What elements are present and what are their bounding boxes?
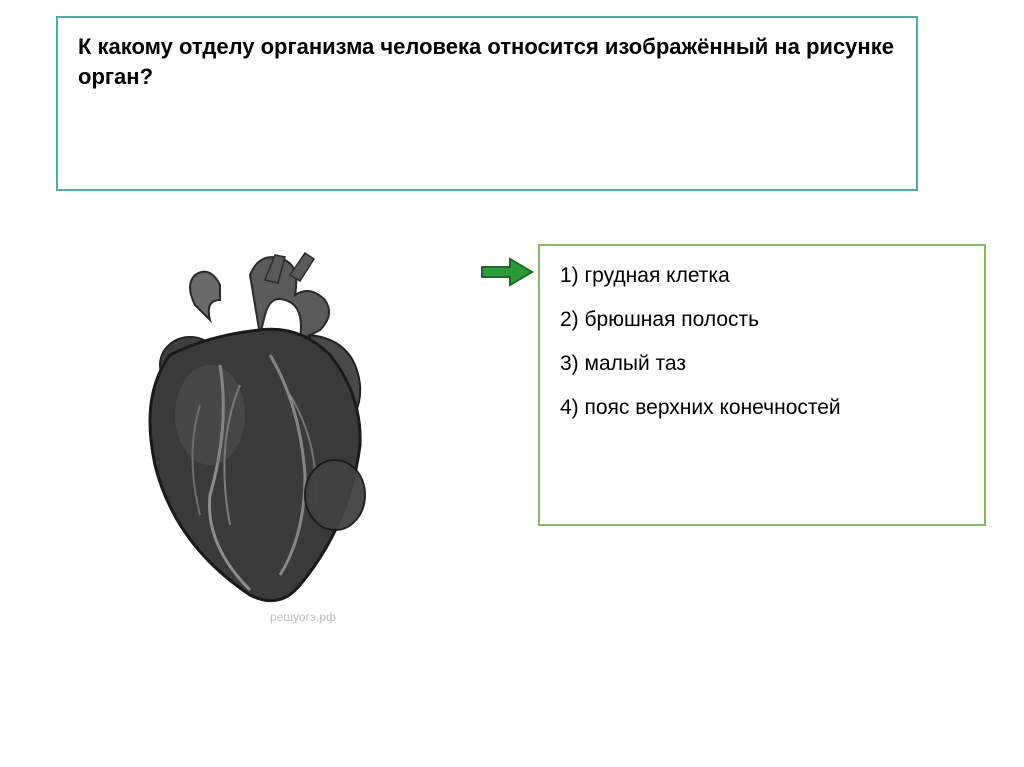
highlight-icon [175,365,245,465]
aorta-icon [250,257,329,340]
question-text: К какому отделу организма человека относ… [78,32,896,91]
image-caption: решуогэ.рф [270,610,336,624]
arrow-icon [480,256,534,288]
answer-option-2[interactable]: 2) брюшная полость [560,308,964,332]
correct-arrow [480,256,534,293]
answer-option-1[interactable]: 1) грудная клетка [560,264,964,288]
answer-option-4[interactable]: 4) пояс верхних конечностей [560,396,964,420]
question-box: К какому отделу организма человека относ… [56,16,918,191]
lower-lobe-icon [305,460,365,530]
heart-illustration [100,245,420,645]
vessel-left-icon [190,272,220,320]
answers-box: 1) грудная клетка 2) брюшная полость 3) … [538,244,986,526]
answer-option-3[interactable]: 3) малый таз [560,352,964,376]
heart-svg [100,245,420,645]
